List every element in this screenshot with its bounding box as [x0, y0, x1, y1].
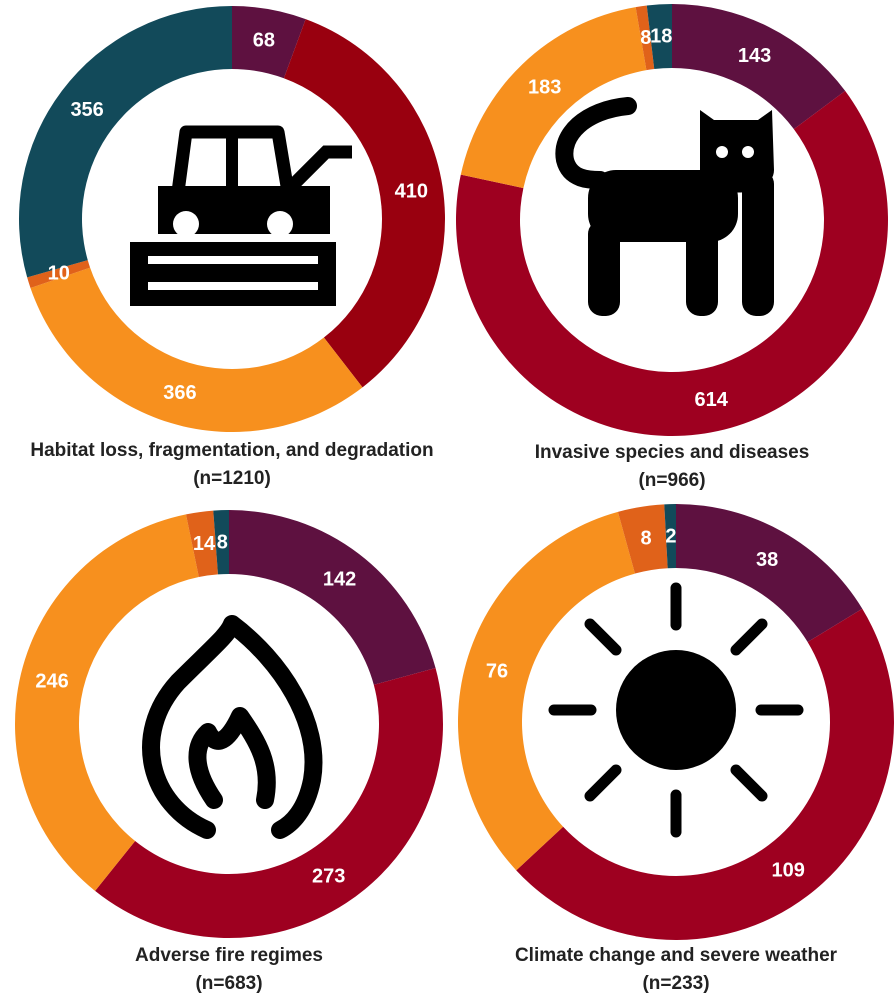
data-label: 183 — [528, 76, 561, 98]
data-label: 356 — [70, 99, 103, 121]
donut-segment — [18, 6, 232, 278]
data-label: 68 — [253, 30, 275, 52]
data-label: 2 — [665, 525, 676, 547]
donut-segment — [185, 510, 218, 578]
data-label: 8 — [640, 528, 651, 550]
data-label: 8 — [217, 531, 228, 553]
icons — [130, 97, 804, 839]
chart-title: Habitat loss, fragmentation, and degrada… — [30, 440, 433, 461]
donut-segment — [664, 504, 676, 569]
data-label: 142 — [323, 569, 356, 591]
tractor-icon — [130, 125, 352, 306]
data-label: 273 — [312, 866, 345, 888]
cat-icon — [555, 97, 774, 316]
donut-segment — [672, 4, 846, 130]
data-label: 109 — [771, 860, 804, 882]
chart-subtitle: (n=683) — [195, 973, 262, 994]
data-label: 14 — [193, 533, 216, 555]
data-label: 18 — [650, 26, 672, 48]
data-label: 8 — [640, 27, 651, 49]
chart-title: Climate change and severe weather — [515, 945, 838, 966]
donut-segment — [229, 510, 436, 685]
donut-segment — [15, 514, 199, 891]
chart-title: Invasive species and diseases — [535, 442, 810, 463]
data-label: 10 — [48, 263, 70, 285]
donut-segment — [455, 90, 888, 437]
donut-segment — [27, 260, 91, 288]
chart-title: Adverse fire regimes — [135, 945, 323, 966]
donut-segment — [635, 5, 655, 71]
donut-segment — [646, 4, 672, 70]
donut-segment — [30, 267, 363, 432]
donut-segment — [460, 7, 647, 189]
data-label: 76 — [486, 661, 508, 683]
data-label: 410 — [395, 181, 428, 203]
donut-segment — [95, 668, 443, 938]
data-label: 38 — [756, 549, 778, 571]
data-label: 246 — [35, 671, 68, 693]
chart-subtitle: (n=233) — [642, 973, 709, 994]
donut-segment — [617, 504, 668, 574]
donut-segment — [232, 6, 306, 79]
donut-segment — [516, 608, 894, 940]
sun-icon — [548, 582, 804, 838]
data-label: 143 — [738, 45, 771, 67]
donut-segment — [457, 511, 635, 871]
flame-icon — [142, 615, 323, 839]
donut-segment — [676, 504, 863, 643]
data-label: 366 — [163, 382, 196, 404]
chart-subtitle: (n=1210) — [193, 468, 271, 489]
donut-segment — [213, 510, 229, 575]
donut-segment — [283, 19, 445, 388]
chart-subtitle: (n=966) — [638, 470, 705, 491]
data-label: 614 — [695, 389, 729, 411]
